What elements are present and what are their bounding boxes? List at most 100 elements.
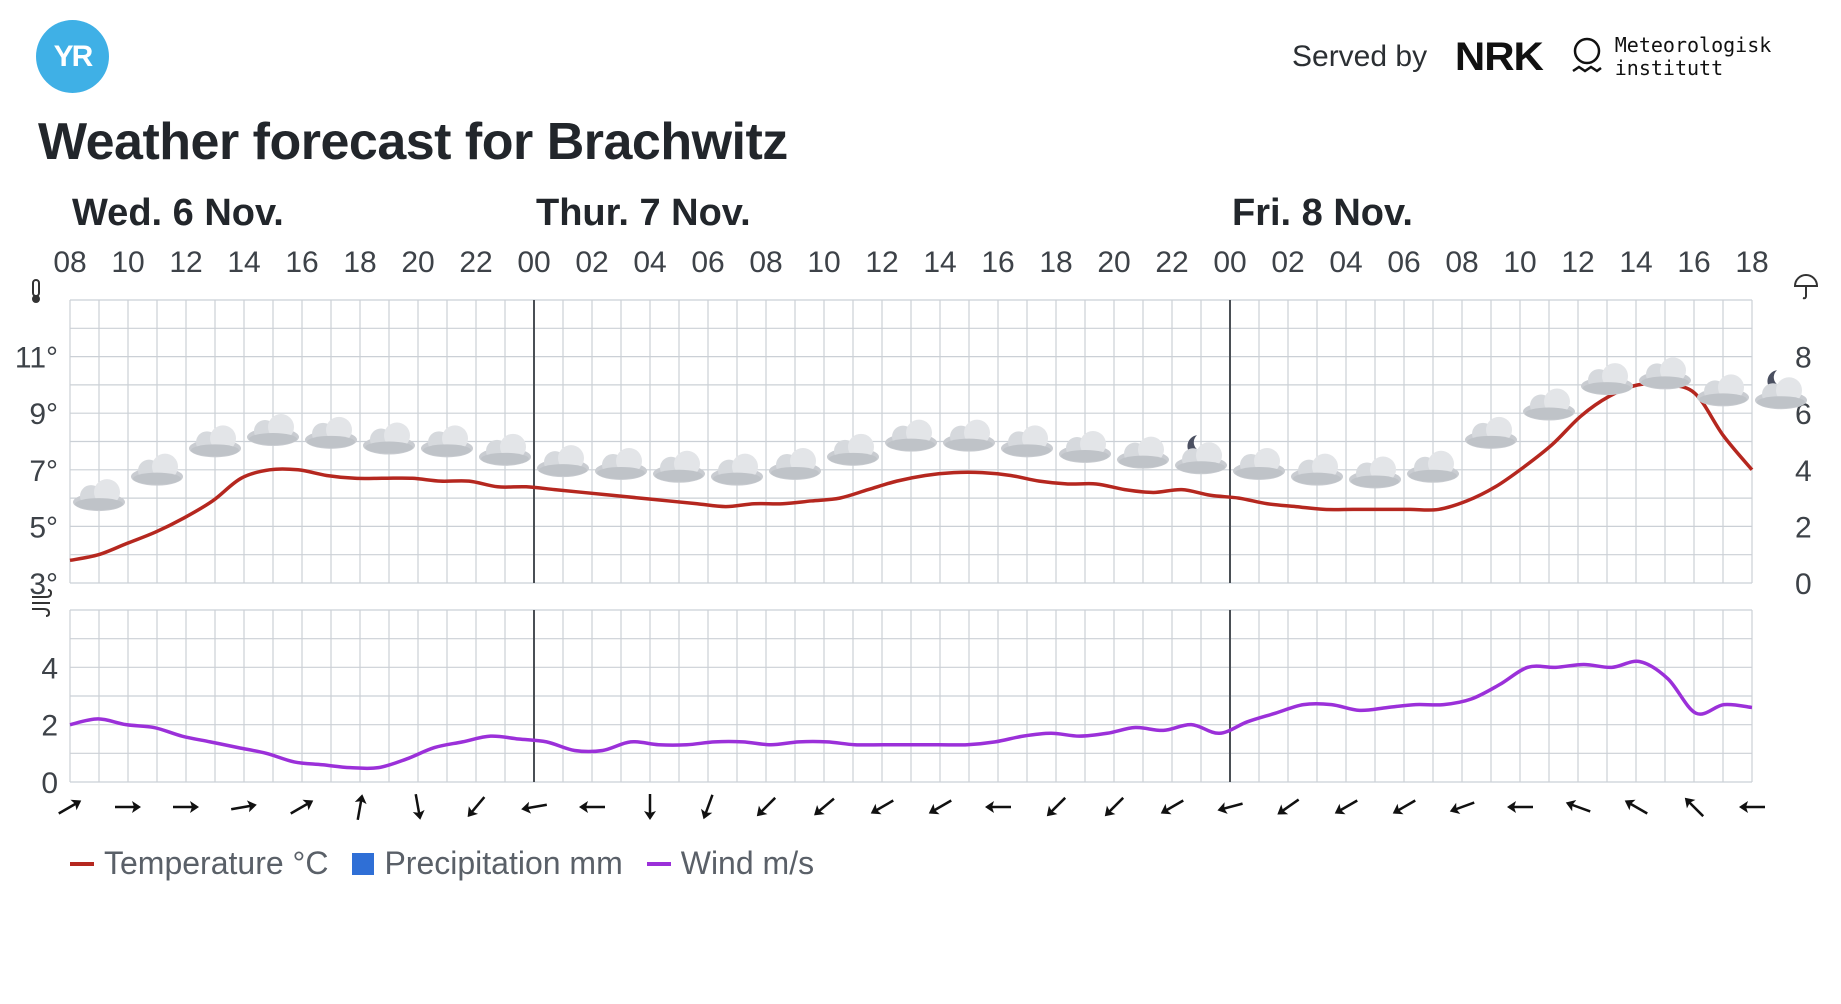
yr-logo[interactable]: YR xyxy=(36,20,109,93)
wind-direction-arrow xyxy=(1392,799,1416,815)
hour-tick-label: 00 xyxy=(517,246,550,279)
legend-wind-swatch xyxy=(646,861,671,866)
wind-arrow-head xyxy=(1507,801,1516,813)
cloud-icon xyxy=(305,416,357,449)
hour-tick-label: 06 xyxy=(1387,246,1420,279)
hour-tick-label: 20 xyxy=(401,246,434,279)
thermometer-icon xyxy=(32,279,40,303)
hour-tick-label: 22 xyxy=(459,246,492,279)
cloud-icon-shape xyxy=(365,441,413,454)
wind-arrow-head xyxy=(521,801,532,814)
served-by-label: Served by xyxy=(1292,40,1428,73)
wind-direction-arrow xyxy=(1507,801,1533,813)
cloud-icon-shape xyxy=(481,452,529,465)
wind-direction-arrow xyxy=(1046,796,1067,817)
cloud-icon-shape xyxy=(887,438,935,451)
wind-direction-arrow xyxy=(290,799,314,815)
legend-temperature-label: Temperature °C xyxy=(104,845,329,881)
wind-arrow-head xyxy=(70,799,82,811)
cloud-icon xyxy=(1581,363,1633,396)
cloud-icon xyxy=(189,425,241,458)
page-title: Weather forecast for Brachwitz xyxy=(38,113,788,171)
cloud-icon-shape xyxy=(597,466,645,479)
met-logo-text: Meteorologisk institutt xyxy=(1615,34,1772,80)
hour-tick-label: 04 xyxy=(1329,246,1362,279)
wind-arrow-head xyxy=(1334,803,1346,815)
legend-precipitation-label: Precipitation mm xyxy=(384,845,623,881)
wind-panel-grid xyxy=(69,609,1753,783)
cloud-icon-shape xyxy=(307,435,355,448)
hour-tick-label: 00 xyxy=(1213,246,1246,279)
cloud-icon-shape xyxy=(1003,444,1051,457)
cloud-icon xyxy=(1639,357,1691,390)
cloud-icon xyxy=(131,453,183,486)
wind-direction-arrow xyxy=(1104,796,1125,817)
hour-tick-label: 14 xyxy=(1619,246,1652,279)
hour-tick-label: 20 xyxy=(1097,246,1130,279)
wind-arrow-head xyxy=(1160,803,1172,815)
met-logo[interactable]: Meteorologisk institutt xyxy=(1571,34,1772,80)
precipitation-tick-label: 4 xyxy=(1795,455,1812,488)
cloud-icon xyxy=(1523,388,1575,421)
cloud-icon xyxy=(1059,430,1111,463)
hour-tick-label: 04 xyxy=(633,246,666,279)
wind-direction-arrow xyxy=(58,799,82,815)
wind-arrow-head xyxy=(644,811,656,820)
legend-temperature[interactable]: Temperature °C xyxy=(70,845,328,882)
legend-precipitation[interactable]: Precipitation mm xyxy=(352,845,623,882)
wind-arrow-head xyxy=(1565,799,1577,812)
cloud-icon xyxy=(73,479,125,512)
wind-tick-label: 4 xyxy=(41,652,58,685)
cloud-icon-shape xyxy=(1699,393,1747,406)
wind-icon xyxy=(32,589,53,617)
temperature-panel-grid xyxy=(69,299,1753,584)
forecast-chart: Wed. 6 Nov. Thur. 7 Nov. Fri. 8 Nov.08 10 12… xyxy=(15,192,1819,821)
cloud-icon-shape xyxy=(1467,435,1515,448)
hour-tick-label: 14 xyxy=(227,246,260,279)
wind-direction-arrow xyxy=(814,797,835,816)
cloud-icon-shape xyxy=(945,438,993,451)
wind-arrow-head xyxy=(1739,801,1748,813)
wind-direction-arrow xyxy=(756,796,777,817)
wind-direction-arrow xyxy=(644,794,656,820)
cloud-icon xyxy=(1233,447,1285,480)
wind-arrow-head xyxy=(1277,804,1289,815)
hour-tick-label: 16 xyxy=(981,246,1014,279)
wind-direction-arrow xyxy=(1449,801,1475,815)
wind-direction-arrow xyxy=(467,796,486,817)
wind-arrow-head xyxy=(700,808,713,820)
temperature-tick-label: 11° xyxy=(15,342,58,375)
legend-temperature-swatch xyxy=(70,861,94,866)
wind-direction-arrow xyxy=(173,801,199,813)
wind-direction-arrow xyxy=(1739,801,1765,813)
served-by: Served by NRK Meteorologisk institutt xyxy=(1292,34,1771,80)
hour-tick-label: 08 xyxy=(53,246,86,279)
precipitation-tick-label: 8 xyxy=(1795,342,1812,375)
cloud-icon-shape xyxy=(1641,376,1689,389)
wind-direction-arrow xyxy=(1160,799,1184,815)
chart-legend: Temperature °C Precipitation mm Wind m/s xyxy=(70,845,838,882)
legend-precipitation-swatch xyxy=(352,852,375,875)
nrk-logo[interactable]: NRK xyxy=(1454,34,1544,79)
wind-direction-arrow xyxy=(928,799,952,815)
hour-tick-label: 14 xyxy=(923,246,956,279)
hour-tick-label: 08 xyxy=(1445,246,1478,279)
hour-tick-label: 16 xyxy=(1677,246,1710,279)
cloud-icon-shape xyxy=(75,498,123,511)
wind-direction-arrow xyxy=(521,801,548,814)
wind-arrow-head xyxy=(412,809,425,820)
hour-tick-label: 10 xyxy=(111,246,144,279)
met-logo-icon xyxy=(1572,37,1602,73)
cloud-icon xyxy=(827,433,879,466)
legend-wind[interactable]: Wind m/s xyxy=(646,845,814,882)
cloud-icon-shape xyxy=(771,466,819,479)
wind-direction-arrow xyxy=(115,801,141,813)
umbrella-icon xyxy=(1793,274,1819,300)
cloud-icon-shape xyxy=(1293,472,1341,485)
yr-logo-text: YR xyxy=(53,39,94,73)
wind-arrow-head xyxy=(190,801,199,813)
temperature-tick-label: 9° xyxy=(29,398,58,431)
thermometer-icon-tube xyxy=(32,279,40,297)
wind-direction-arrow xyxy=(985,801,1011,813)
partly-cloudy-night-icon xyxy=(1755,370,1807,410)
